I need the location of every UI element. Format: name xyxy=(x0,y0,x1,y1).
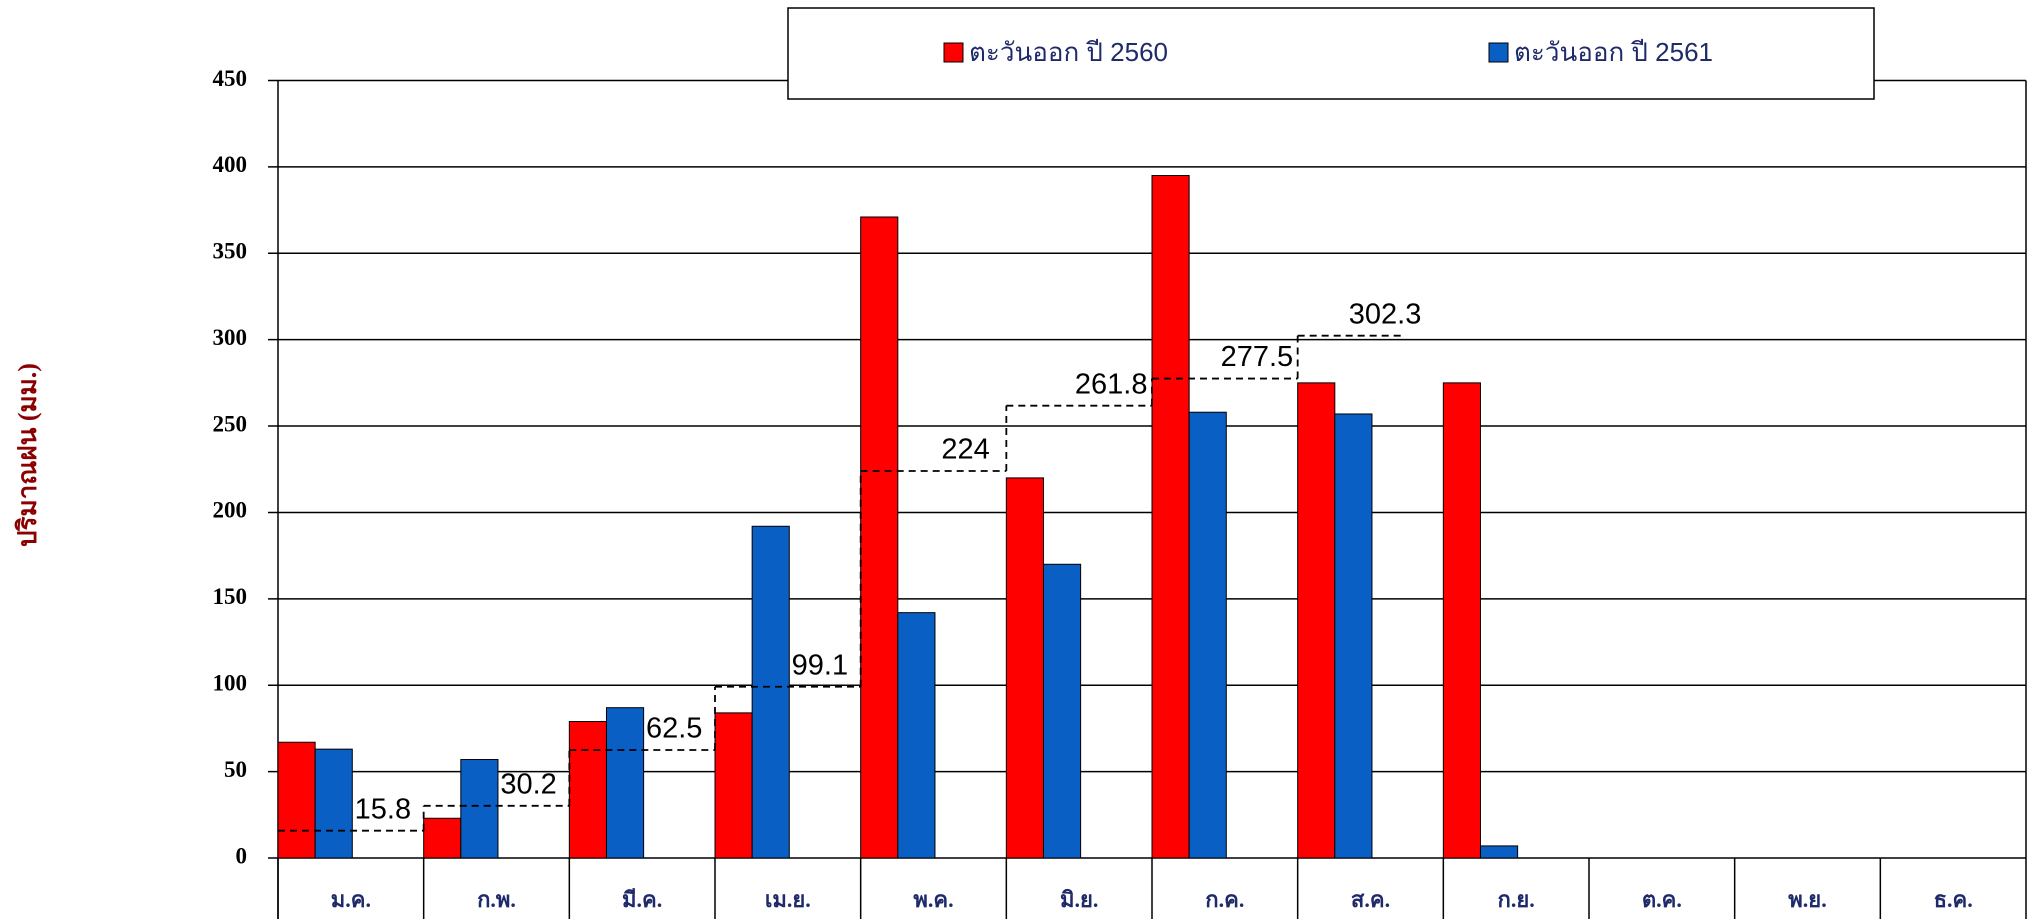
legend-swatch xyxy=(943,42,964,63)
x-tick-label: เม.ย. xyxy=(765,887,811,912)
y-tick-label: 50 xyxy=(224,757,247,782)
x-tick-label: พ.ค. xyxy=(913,887,953,912)
bar xyxy=(897,612,936,859)
bar xyxy=(1042,563,1082,859)
bar xyxy=(1442,382,1481,859)
bar xyxy=(1188,411,1227,859)
bar xyxy=(568,721,607,859)
bar xyxy=(714,712,753,859)
legend-label: ตะวันออก ปี 2560 xyxy=(969,37,1168,67)
bar xyxy=(1479,845,1519,859)
x-tick-label: มี.ค. xyxy=(622,887,662,912)
x-tick-label: ต.ค. xyxy=(1642,887,1682,912)
x-tick-label: ก.ค. xyxy=(1205,887,1244,912)
step-label: 99.1 xyxy=(792,649,848,681)
bar xyxy=(751,525,790,859)
bar xyxy=(277,741,316,859)
x-tick-label: พ.ย. xyxy=(1788,887,1826,912)
y-tick-label: 300 xyxy=(213,325,248,350)
y-tick-label: 150 xyxy=(213,584,248,609)
bar xyxy=(860,216,899,859)
bar xyxy=(1151,175,1190,859)
step-label: 302.3 xyxy=(1349,298,1422,330)
step-label: 30.2 xyxy=(500,768,556,800)
step-label: 224 xyxy=(941,434,989,466)
step-label: 15.8 xyxy=(355,793,411,825)
y-tick-label: 350 xyxy=(213,239,248,264)
bar xyxy=(423,817,462,859)
x-tick-label: ธ.ค. xyxy=(1934,887,1973,912)
step-label: 261.8 xyxy=(1075,368,1148,400)
bar xyxy=(1005,477,1044,859)
y-tick-label: 0 xyxy=(236,843,248,868)
y-tick-label: 400 xyxy=(213,152,248,177)
bar xyxy=(314,748,353,859)
x-tick-label: ส.ค. xyxy=(1351,887,1390,912)
y-tick-label: 100 xyxy=(213,671,248,696)
y-axis-label: ปริมาณฝน (มม.) xyxy=(13,363,42,547)
legend-swatch xyxy=(1488,42,1509,63)
y-tick-label: 200 xyxy=(213,498,248,523)
bar xyxy=(605,707,645,859)
bar xyxy=(1334,413,1373,859)
x-tick-label: ก.ย. xyxy=(1498,887,1535,912)
x-tick-label: มิ.ย. xyxy=(1060,887,1098,912)
x-tick-label: ก.พ. xyxy=(477,887,516,912)
step-label: 62.5 xyxy=(646,713,702,745)
x-tick-label: ม.ค. xyxy=(331,887,371,912)
bar xyxy=(1297,382,1336,859)
legend-box xyxy=(787,7,1875,100)
y-tick-label: 450 xyxy=(213,66,248,91)
step-label: 277.5 xyxy=(1221,341,1294,373)
legend-label: ตะวันออก ปี 2561 xyxy=(1514,37,1713,67)
y-tick-label: 250 xyxy=(213,411,248,436)
bar xyxy=(460,759,499,859)
